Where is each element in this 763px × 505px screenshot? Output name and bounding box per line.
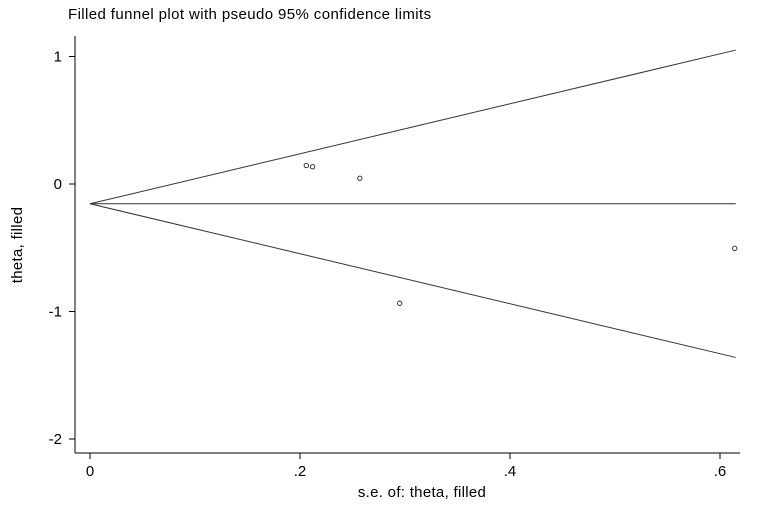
y-tick-label-2: -1 — [49, 304, 62, 321]
y-tick-label-3: -2 — [49, 431, 62, 448]
x-tick-label-1: .2 — [294, 463, 307, 480]
x-tick-label-2: .4 — [504, 463, 517, 480]
chart-title: Filled funnel plot with pseudo 95% confi… — [68, 6, 432, 23]
upper-ci-line — [89, 49, 736, 205]
lower-ci-line — [89, 203, 736, 358]
y-axis-label: theta, filled — [9, 207, 26, 283]
y-tick-label-1: 0 — [54, 176, 62, 193]
x-axis-label: s.e. of: theta, filled — [358, 484, 486, 501]
x-tick-label-3: .6 — [714, 463, 727, 480]
study-point-1 — [309, 164, 316, 170]
study-point-0 — [303, 162, 309, 169]
study-point-2 — [357, 175, 363, 181]
study-points — [303, 162, 738, 306]
study-point-3 — [397, 300, 403, 306]
study-point-4 — [732, 245, 738, 252]
funnel-lines — [89, 49, 736, 358]
y-tick-label-0: 1 — [54, 49, 62, 66]
x-axis-ticks: 0 .2 .4 .6 — [86, 453, 726, 480]
x-tick-label-0: 0 — [86, 463, 94, 480]
y-axis-ticks: 1 0 -1 -2 — [49, 49, 75, 448]
